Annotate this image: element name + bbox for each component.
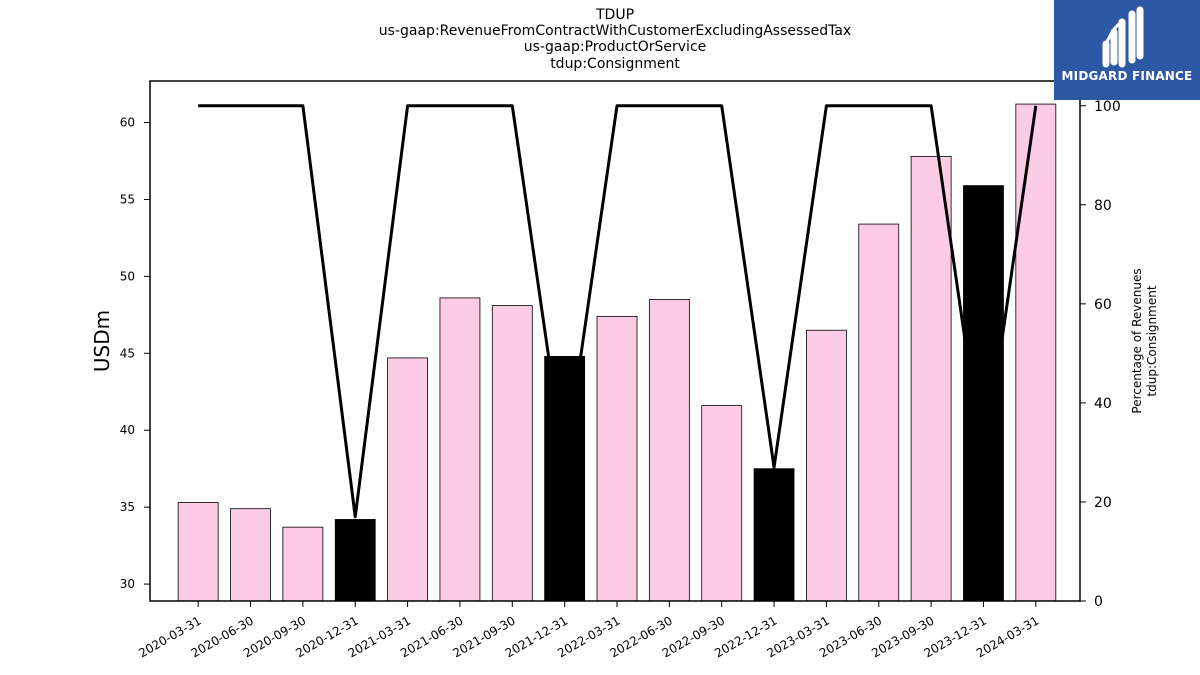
y-axis-label: USDm bbox=[90, 310, 114, 372]
right-y-tick-label: 100 bbox=[1094, 99, 1121, 115]
y-tick-label: 40 bbox=[120, 423, 135, 437]
y-tick-label: 60 bbox=[120, 116, 135, 130]
right-y-tick-label: 40 bbox=[1094, 396, 1112, 412]
y-tick-label: 35 bbox=[120, 500, 135, 514]
bar bbox=[491, 305, 533, 602]
series-line bbox=[198, 104, 1038, 519]
y-tick-label: 55 bbox=[120, 192, 135, 206]
bar bbox=[963, 185, 1004, 602]
x-axis: 2020-03-312020-06-302020-09-302020-12-31… bbox=[136, 601, 1041, 660]
line-layer bbox=[198, 104, 1038, 519]
bar bbox=[701, 405, 743, 602]
right-y-tick-label: 60 bbox=[1094, 297, 1112, 313]
logo-mark-icon bbox=[1102, 6, 1144, 68]
bar bbox=[753, 468, 795, 602]
bar bbox=[177, 502, 219, 602]
bar bbox=[282, 526, 324, 602]
bar bbox=[544, 355, 586, 602]
bar-group bbox=[177, 103, 1057, 602]
chart-title-line-4: tdup:Consignment bbox=[550, 56, 680, 72]
logo-text: MIDGARD FINANCE bbox=[1061, 69, 1193, 83]
brand-logo: MIDGARD FINANCE bbox=[1054, 0, 1200, 100]
y-tick-label: 30 bbox=[120, 577, 135, 591]
bar bbox=[648, 299, 690, 602]
plot-frame bbox=[149, 80, 1081, 602]
bar bbox=[596, 315, 638, 602]
chart-title-line-3: us-gaap:ProductOrService bbox=[523, 39, 707, 55]
right-y-tick-label: 0 bbox=[1094, 594, 1103, 610]
bar bbox=[1015, 103, 1057, 602]
bar bbox=[858, 223, 900, 602]
left-axis: 30 35 40 45 50 55 60 bbox=[120, 116, 150, 591]
y-tick-label: 45 bbox=[120, 346, 135, 360]
right-axis-label-line-1: Percentage of Revenues bbox=[1130, 268, 1144, 413]
bar bbox=[806, 329, 847, 602]
bar bbox=[439, 297, 481, 602]
right-axis: 0 20 40 60 80 100 bbox=[1080, 99, 1121, 610]
right-y-tick-label: 80 bbox=[1094, 198, 1112, 214]
bar bbox=[230, 508, 271, 602]
chart-title-line-1: TDUP bbox=[595, 7, 635, 23]
bar bbox=[334, 519, 376, 602]
right-y-tick-label: 20 bbox=[1094, 495, 1112, 511]
chart-title-line-2: us-gaap:RevenueFromContractWithCustomerE… bbox=[378, 23, 852, 39]
bar bbox=[387, 357, 428, 602]
bar bbox=[910, 155, 952, 602]
y-tick-label: 50 bbox=[120, 269, 135, 283]
right-axis-label-line-2: tdup:Consignment bbox=[1145, 285, 1159, 396]
